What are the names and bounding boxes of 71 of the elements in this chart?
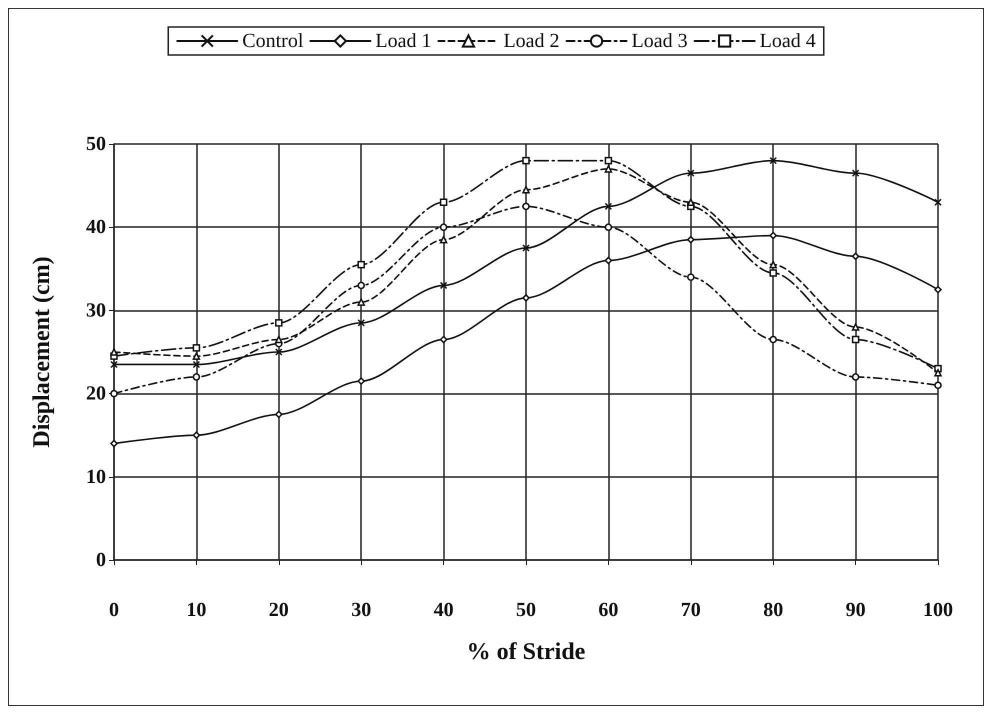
- x-tick-label: 40: [434, 599, 454, 621]
- y-tick-label: 20: [86, 382, 106, 405]
- point: [687, 169, 695, 177]
- point: [522, 294, 530, 302]
- y-tick-label: 0: [96, 549, 106, 571]
- point: [192, 344, 200, 352]
- point: [934, 286, 942, 294]
- point: [604, 165, 612, 173]
- point: [604, 223, 612, 231]
- x-tick-label: 20: [268, 599, 289, 621]
- point: [769, 336, 777, 344]
- x-tick-label: 50: [516, 599, 536, 621]
- x-tick-label: 80: [763, 599, 784, 621]
- x-tick-label: 70: [680, 599, 701, 621]
- point: [440, 223, 448, 231]
- y-tick-label: 50: [86, 133, 106, 155]
- point: [357, 319, 365, 327]
- point: [522, 202, 530, 210]
- point: [934, 198, 942, 206]
- point: [852, 169, 860, 177]
- point: [934, 382, 942, 390]
- legend-label: Load 2: [503, 30, 560, 52]
- point: [852, 373, 860, 381]
- point: [357, 298, 365, 306]
- x-tick-label: 10: [186, 599, 206, 621]
- point: [687, 236, 695, 244]
- x-tick-label: 100: [923, 599, 953, 621]
- x-tick-label: 60: [598, 599, 618, 621]
- point: [769, 269, 777, 277]
- point: [522, 156, 530, 164]
- point: [192, 352, 200, 360]
- point: [357, 282, 365, 290]
- point: [604, 156, 612, 164]
- legend-label: Load 3: [632, 30, 688, 52]
- point: [275, 410, 283, 418]
- point: [852, 252, 860, 260]
- point: [604, 256, 612, 264]
- point: [769, 260, 777, 268]
- legend-label: Load 1: [375, 30, 432, 52]
- x-axis-title: % of Stride: [466, 639, 586, 665]
- point: [275, 336, 283, 344]
- point: [522, 244, 530, 252]
- point: [604, 202, 612, 210]
- point: [440, 336, 448, 344]
- y-tick-label: 40: [86, 216, 106, 238]
- point: [192, 373, 200, 381]
- point: [110, 360, 118, 368]
- point: [440, 282, 448, 290]
- point: [852, 323, 860, 331]
- y-tick-label: 30: [86, 299, 106, 322]
- legend-label: Load 4: [760, 30, 816, 52]
- point: [192, 360, 200, 368]
- legend-label: Control: [242, 30, 304, 52]
- point: [769, 232, 777, 240]
- x-tick-label: 90: [846, 599, 866, 621]
- point: [687, 273, 695, 281]
- y-tick-label: 10: [86, 466, 106, 488]
- point: [440, 236, 448, 244]
- point: [934, 369, 942, 377]
- point: [440, 198, 448, 206]
- point: [110, 440, 118, 448]
- point: [522, 186, 530, 194]
- x-tick-label: 30: [351, 599, 372, 621]
- y-axis-title: Displacement (cm): [29, 256, 55, 448]
- point: [275, 319, 283, 327]
- point: [769, 156, 777, 164]
- point: [275, 348, 283, 356]
- point: [852, 336, 860, 344]
- point: [357, 260, 365, 268]
- point: [192, 431, 200, 439]
- point: [357, 377, 365, 385]
